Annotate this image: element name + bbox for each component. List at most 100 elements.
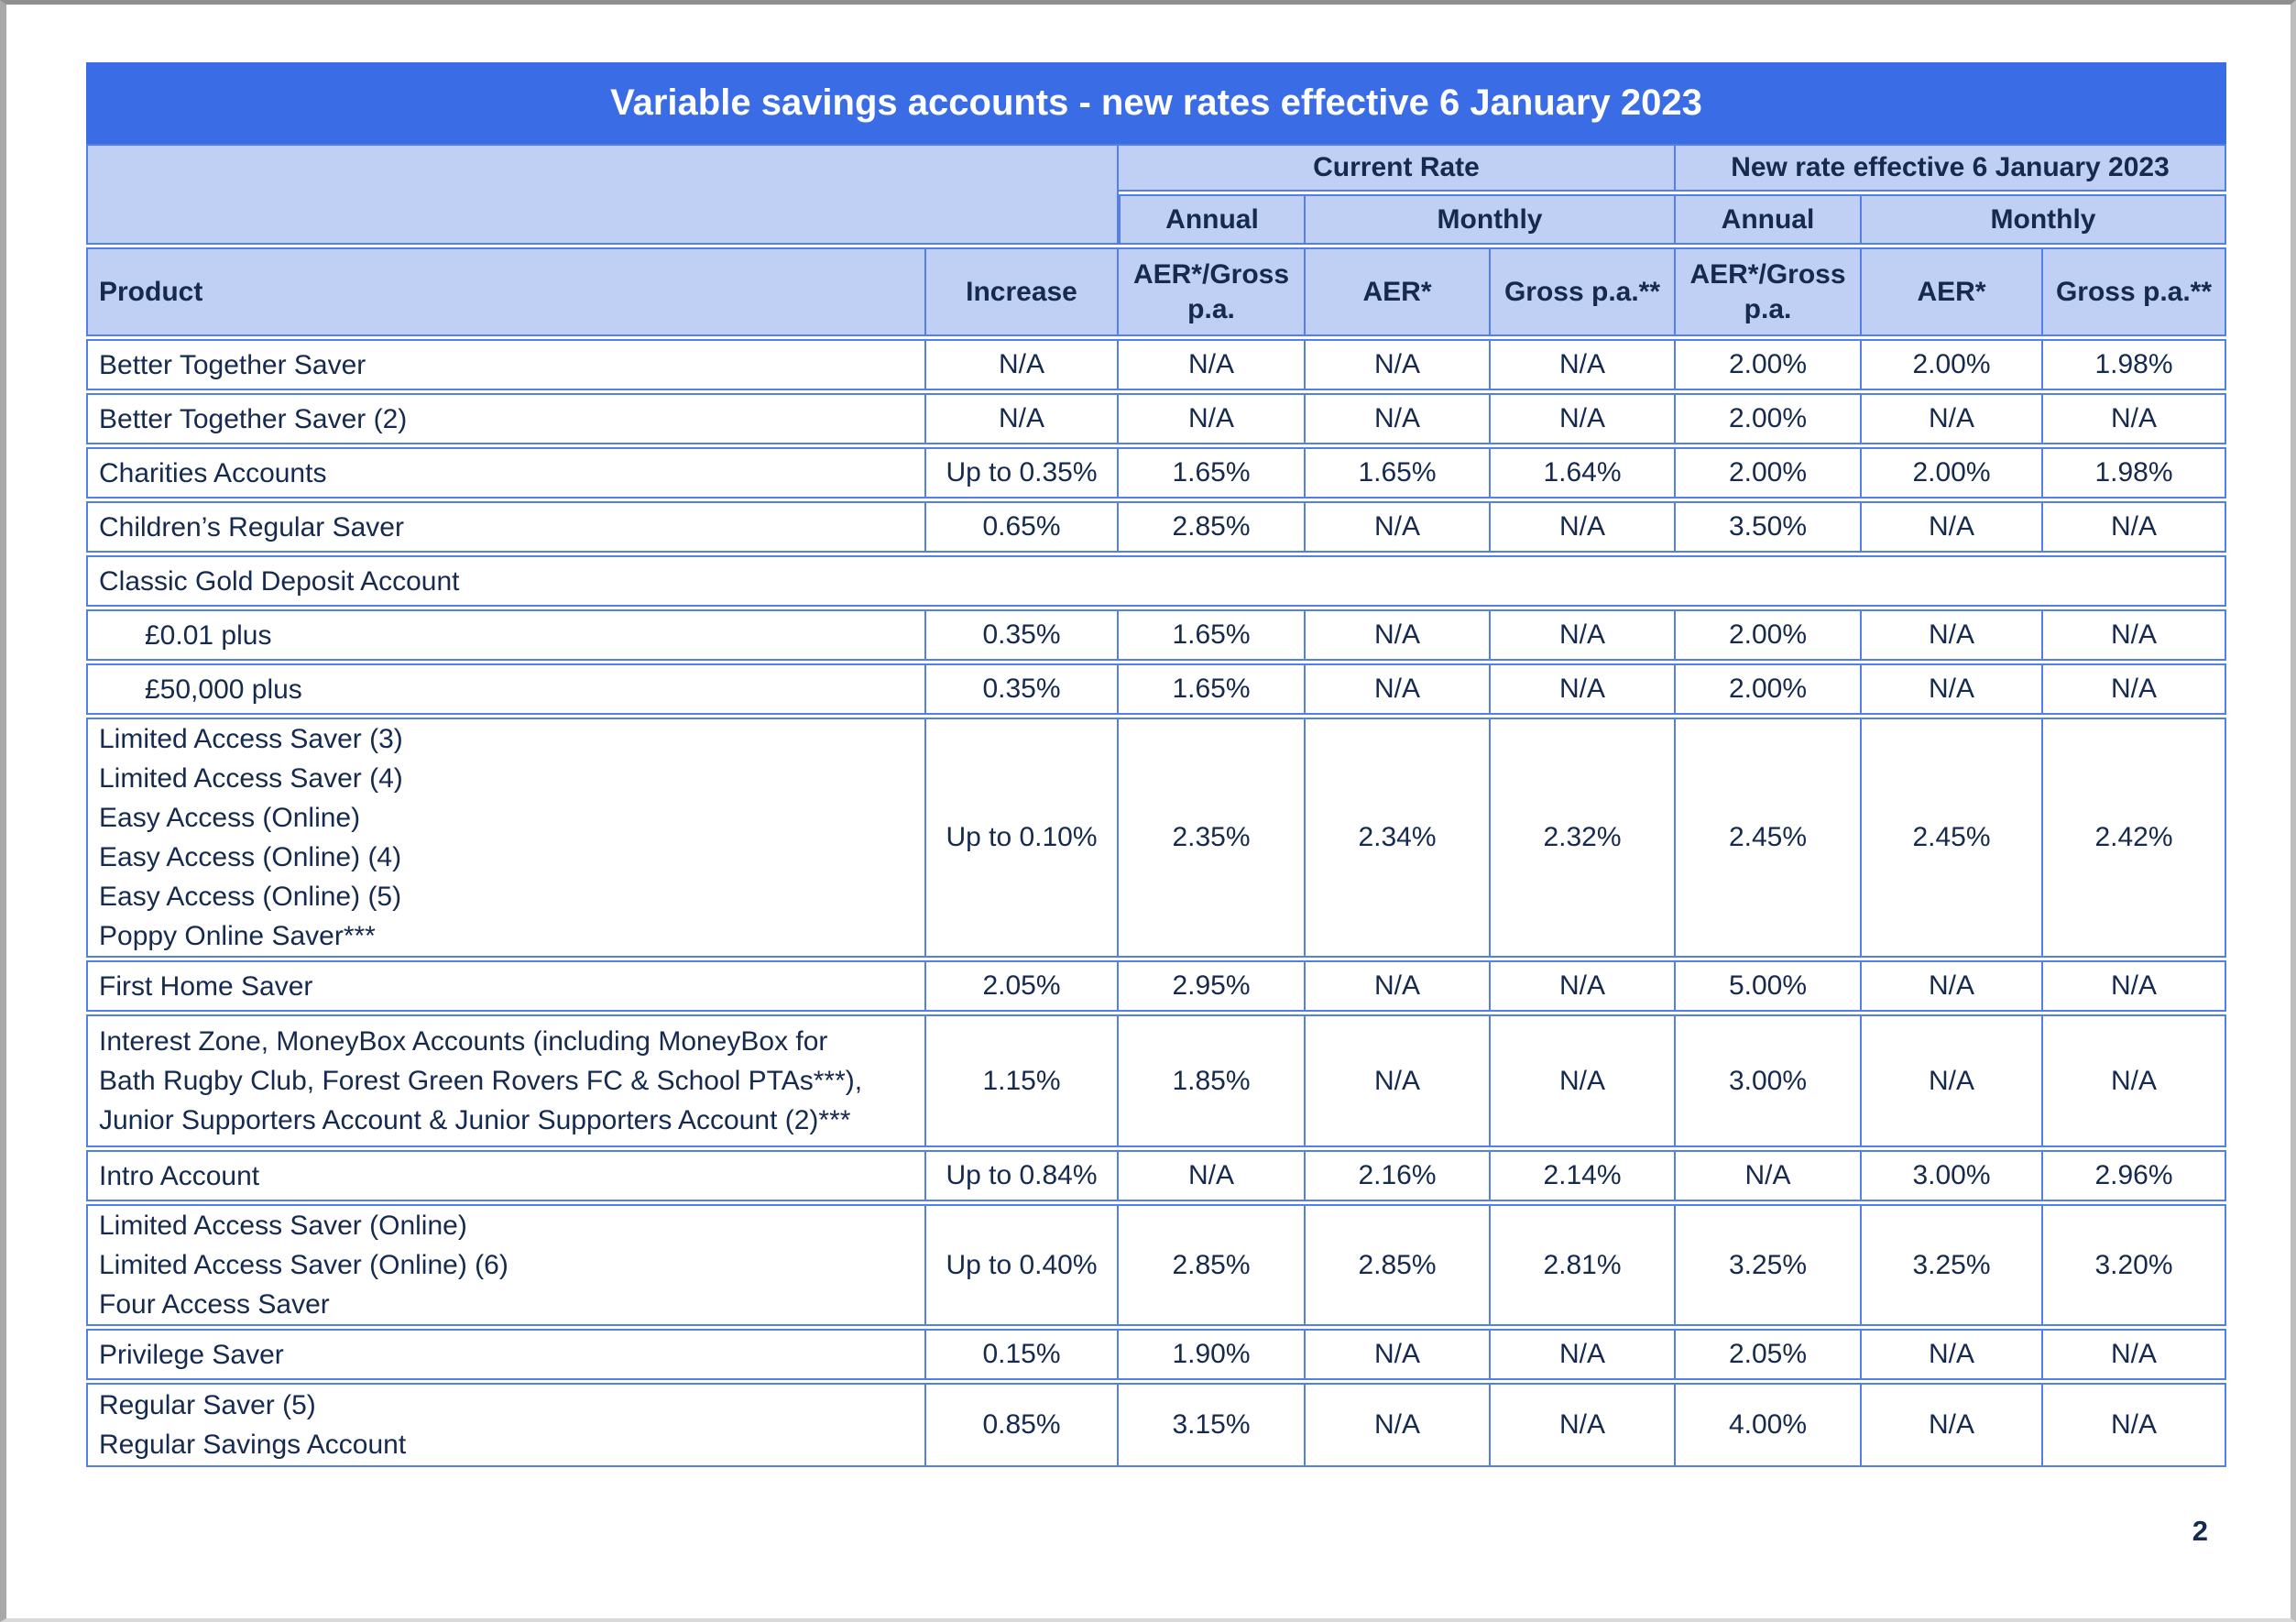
- product-cell: Privilege Saver: [86, 1329, 926, 1380]
- rate-cell: 2.32%: [1491, 718, 1676, 958]
- rate-cell: 0.35%: [926, 663, 1119, 715]
- page-title: Variable savings accounts - new rates ef…: [610, 82, 1702, 123]
- product-name-line: Classic Gold Deposit Account: [99, 565, 460, 597]
- rate-cell: N/A: [1119, 339, 1306, 390]
- rate-cell: 1.65%: [1306, 447, 1491, 499]
- product-cell: Better Together Saver (2): [86, 393, 926, 444]
- rate-cell: N/A: [1306, 960, 1491, 1012]
- rate-cell: 0.35%: [926, 609, 1119, 661]
- rates-document: Variable savings accounts - new rates ef…: [86, 62, 2226, 1470]
- new-monthly-header: Monthly: [1862, 194, 2226, 245]
- rate-cell: N/A: [2043, 663, 2226, 715]
- table-row: Better Together Saver (2) N/A N/A N/A N/A 2.0…: [86, 393, 2226, 444]
- product-name-line: Children’s Regular Saver: [99, 511, 404, 542]
- rate-cell: N/A: [1491, 960, 1676, 1012]
- table-row: Intro Account Up to 0.84% N/A 2.16% 2.14% N/A…: [86, 1150, 2226, 1201]
- product-name-line: Easy Access (Online): [99, 803, 361, 833]
- rate-cell: N/A: [1306, 1329, 1491, 1380]
- rate-cell: N/A: [2043, 1383, 2226, 1467]
- table-row: First Home Saver 2.05% 2.95% N/A N/A 5.00% N/A…: [86, 960, 2226, 1012]
- rate-cell: 2.45%: [1862, 718, 2043, 958]
- rate-cell: 2.96%: [2043, 1150, 2226, 1201]
- table-row: Limited Access Saver (3) Limited Access S…: [86, 718, 2226, 958]
- rate-cell: 3.15%: [1119, 1383, 1306, 1467]
- rate-cell: Up to 0.10%: [926, 718, 1119, 958]
- new-annual-aer-gross-header: AER*/Gross p.a.: [1676, 247, 1862, 336]
- rate-cell: 0.85%: [926, 1383, 1119, 1467]
- table-row: Limited Access Saver (Online) Limited Acc…: [86, 1204, 2226, 1326]
- rate-cell: 2.81%: [1491, 1204, 1676, 1326]
- period-header-row: Annual Monthly Annual Monthly: [86, 194, 2226, 245]
- product-name-line: Better Together Saver: [99, 349, 366, 380]
- rate-cell: 2.42%: [2043, 718, 2226, 958]
- new-monthly-gross-header: Gross p.a.**: [2043, 247, 2226, 336]
- rate-cell: 2.14%: [1491, 1150, 1676, 1201]
- rate-cell: 3.00%: [1862, 1150, 2043, 1201]
- rate-cell: N/A: [1862, 1329, 2043, 1380]
- current-annual-header: Annual: [1119, 194, 1306, 245]
- table-row: Interest Zone, MoneyBox Accounts (includ…: [86, 1014, 2226, 1147]
- product-name-line: £50,000 plus: [145, 674, 302, 705]
- rate-cell: 3.00%: [1676, 1014, 1862, 1147]
- rate-cell: N/A: [1862, 609, 2043, 661]
- table-row: Regular Saver (5) Regular Savings Account…: [86, 1383, 2226, 1467]
- product-name-line: Limited Access Saver (Online): [99, 1211, 467, 1241]
- product-cell: £50,000 plus: [86, 663, 926, 715]
- rate-cell: N/A: [1862, 393, 2043, 444]
- rate-cell: N/A: [1862, 663, 2043, 715]
- rate-cell: 3.25%: [1676, 1204, 1862, 1326]
- rate-cell: N/A: [1491, 609, 1676, 661]
- product-name-line: £0.01 plus: [145, 619, 272, 651]
- product-name-line: Easy Access (Online) (4): [99, 842, 402, 872]
- table-row: Charities Accounts Up to 0.35% 1.65% 1.65% 1…: [86, 447, 2226, 499]
- rate-cell: 3.20%: [2043, 1204, 2226, 1326]
- rate-cell: 2.05%: [1676, 1329, 1862, 1380]
- table-row: £0.01 plus 0.35% 1.65% N/A N/A 2.00% N/A N/A: [86, 609, 2226, 661]
- rate-cell: 2.95%: [1119, 960, 1306, 1012]
- header-spacer-cell: [86, 144, 1119, 245]
- product-name-line: Better Together Saver (2): [99, 403, 408, 434]
- rate-cell: N/A: [2043, 1329, 2226, 1380]
- current-annual-aer-gross-header: AER*/Gross p.a.: [1119, 247, 1306, 336]
- rate-cell: 2.00%: [1676, 663, 1862, 715]
- product-name-line: Limited Access Saver (4): [99, 763, 403, 794]
- table-row: £50,000 plus 0.35% 1.65% N/A N/A 2.00% N/A N/A: [86, 663, 2226, 715]
- product-cell: First Home Saver: [86, 960, 926, 1012]
- rate-cell: N/A: [1119, 393, 1306, 444]
- product-cell: Regular Saver (5) Regular Savings Account: [86, 1383, 926, 1467]
- rate-cell: N/A: [1306, 393, 1491, 444]
- product-name-line: Junior Supporters Account & Junior Suppo…: [99, 1105, 851, 1135]
- rate-cell: N/A: [1491, 1383, 1676, 1467]
- current-rate-group-header: Current Rate: [1119, 144, 1676, 192]
- rate-cell: Up to 0.84%: [926, 1150, 1119, 1201]
- product-cell: Better Together Saver: [86, 339, 926, 390]
- rate-cell: N/A: [1306, 501, 1491, 553]
- rate-cell: N/A: [2043, 501, 2226, 553]
- rate-cell: N/A: [1306, 1014, 1491, 1147]
- product-name-line: Four Access Saver: [99, 1289, 330, 1320]
- product-name-line: Easy Access (Online) (5): [99, 882, 402, 912]
- product-cell: Classic Gold Deposit Account: [86, 555, 2226, 607]
- table-row: Children’s Regular Saver 0.65% 2.85% N/A N/A…: [86, 501, 2226, 553]
- rate-cell: 0.65%: [926, 501, 1119, 553]
- rate-cell: 3.25%: [1862, 1204, 2043, 1326]
- table-body: Better Together Saver N/A N/A N/A N/A 2.00% 2.…: [86, 339, 2226, 1467]
- table-header: Current Rate New rate effective 6 Januar…: [86, 144, 2226, 336]
- title-banner: Variable savings accounts - new rates ef…: [86, 62, 2226, 144]
- product-cell: Intro Account: [86, 1150, 926, 1201]
- product-name-line: Charities Accounts: [99, 457, 327, 488]
- rate-cell: Up to 0.35%: [926, 447, 1119, 499]
- rate-cell: N/A: [2043, 609, 2226, 661]
- rate-cell: N/A: [2043, 1014, 2226, 1147]
- product-name-line: Regular Savings Account: [99, 1430, 407, 1460]
- group-header-row: Current Rate New rate effective 6 Januar…: [86, 144, 2226, 245]
- current-monthly-gross-header: Gross p.a.**: [1491, 247, 1676, 336]
- column-header-row: Product Increase AER*/Gross p.a. AER* Gr…: [86, 247, 2226, 336]
- new-rate-group-header: New rate effective 6 January 2023: [1676, 144, 2226, 192]
- rate-cell: 4.00%: [1676, 1383, 1862, 1467]
- rate-cell: N/A: [1306, 339, 1491, 390]
- rate-cell: 2.00%: [1676, 339, 1862, 390]
- rate-cell: 2.35%: [1119, 718, 1306, 958]
- product-name-line: Bath Rugby Club, Forest Green Rovers FC …: [99, 1066, 863, 1096]
